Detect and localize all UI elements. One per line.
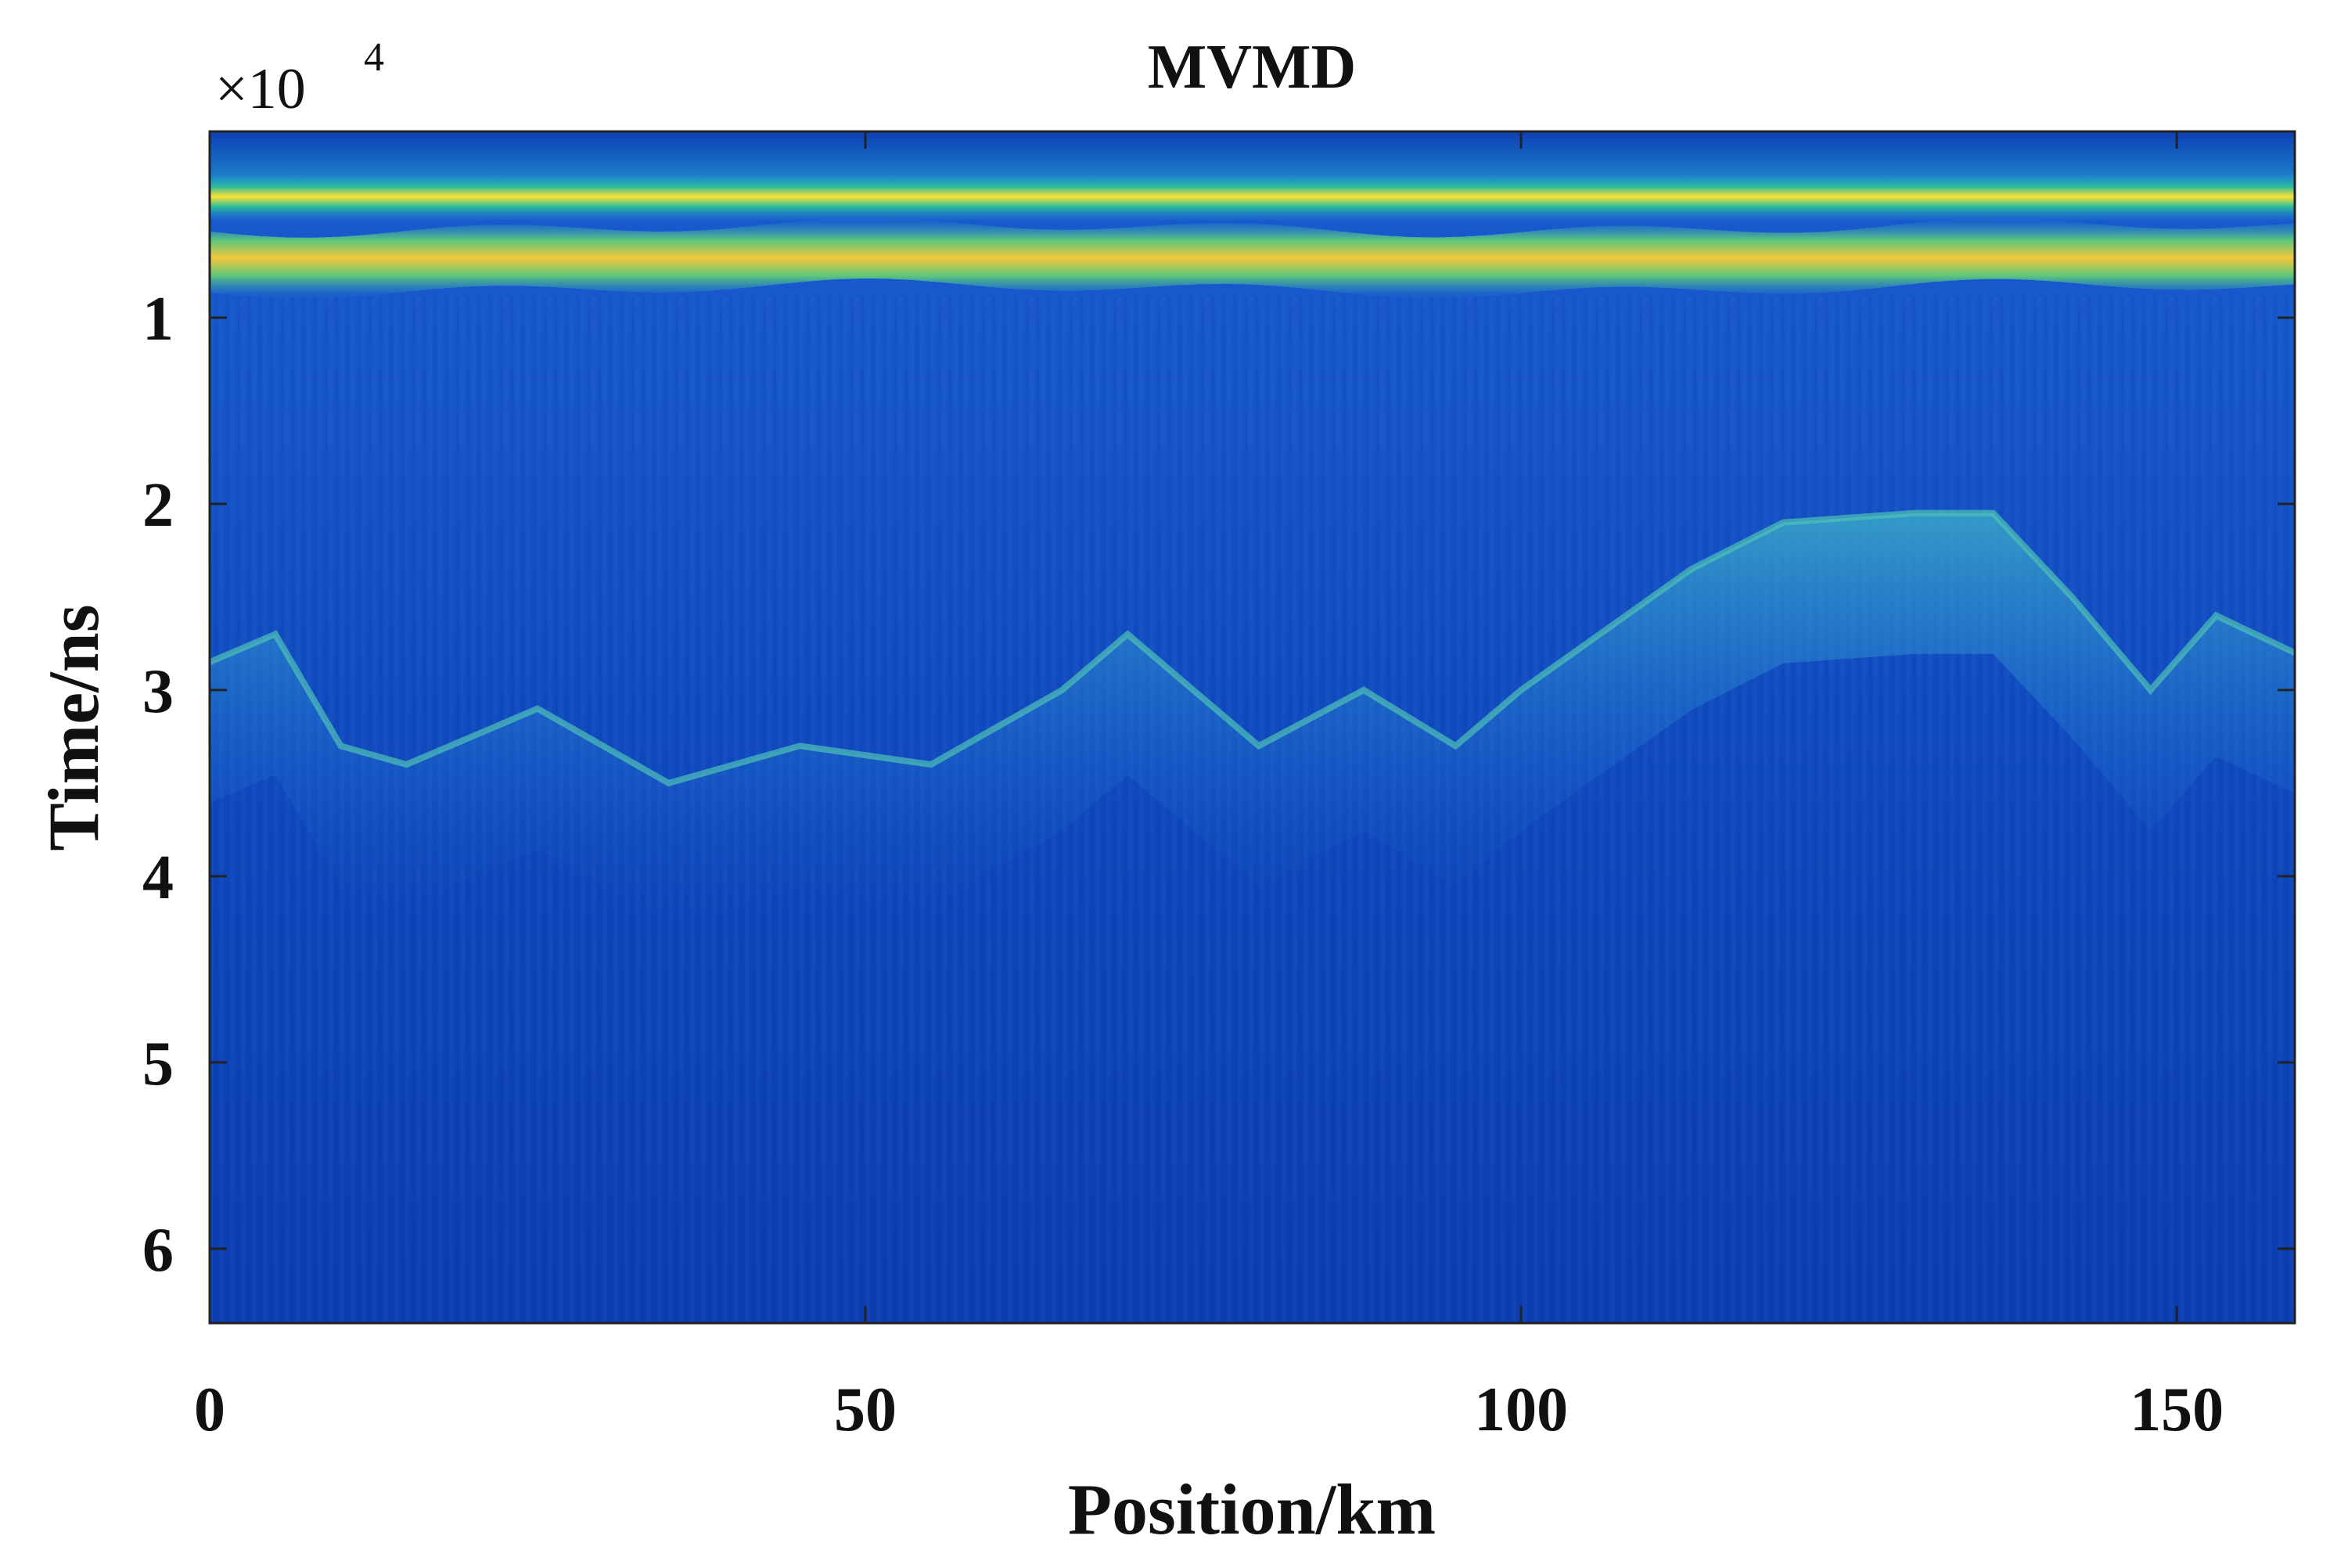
y-axis-label: Time/ns bbox=[34, 604, 113, 851]
x-tick-label: 0 bbox=[194, 1376, 225, 1444]
x-tick-label: 100 bbox=[1474, 1376, 1568, 1444]
surface-band-2 bbox=[210, 218, 2295, 299]
surface-band-1 bbox=[210, 171, 2295, 222]
y-exponent-power: 4 bbox=[364, 35, 384, 80]
y-axis: 1 2 3 4 5 6 bbox=[142, 285, 2295, 1285]
deep-reflector-ridge bbox=[210, 509, 2295, 787]
heatmap-image bbox=[210, 131, 2295, 1323]
y-tick-label: 1 bbox=[142, 285, 174, 354]
deep-reflector-layer bbox=[210, 509, 2295, 924]
x-axis: 0 50 100 150 bbox=[194, 131, 2224, 1444]
plot-frame bbox=[208, 130, 2296, 1325]
y-exponent-base: ×10 bbox=[215, 57, 306, 121]
chart-title: MVMD bbox=[1148, 33, 1357, 102]
y-tick-label: 2 bbox=[142, 471, 174, 540]
y-tick-label: 5 bbox=[142, 1030, 174, 1099]
deep-reflector-region bbox=[210, 512, 2295, 924]
x-axis-label: Position/km bbox=[1068, 1469, 1436, 1549]
x-tick-label: 50 bbox=[834, 1376, 897, 1444]
y-tick-label: 3 bbox=[142, 657, 174, 726]
y-tick-label: 6 bbox=[142, 1216, 174, 1285]
y-exponent-label: ×10 4 bbox=[215, 35, 384, 121]
surface-bands bbox=[210, 171, 2295, 299]
x-tick-label: 150 bbox=[2130, 1376, 2224, 1444]
y-tick-label: 4 bbox=[142, 843, 174, 912]
